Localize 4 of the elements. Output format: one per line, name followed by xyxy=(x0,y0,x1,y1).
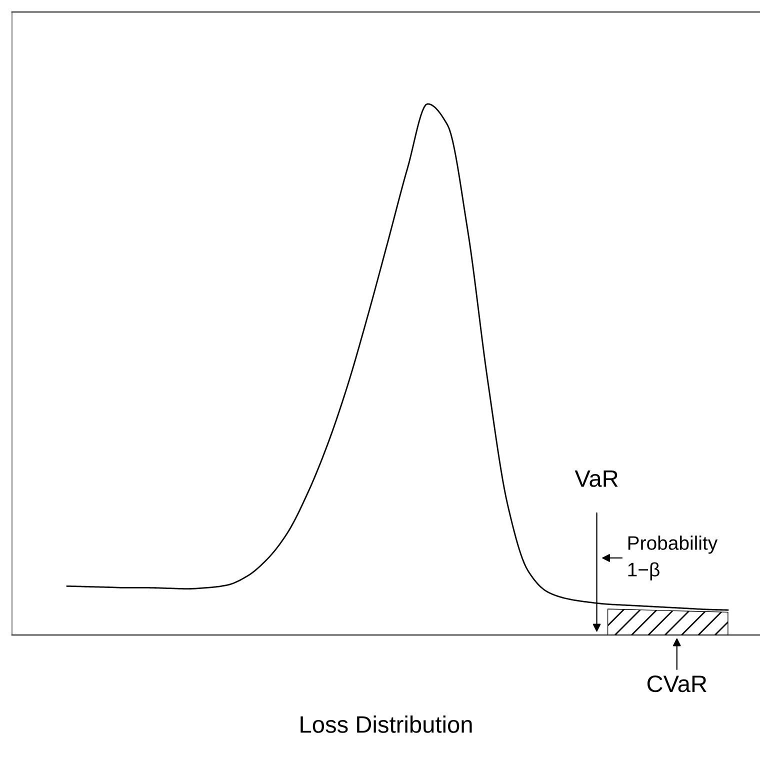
text: CVaR xyxy=(647,675,706,692)
annotation: Probability 1−β xyxy=(628,536,718,580)
x-axis-title: Loss Distribution xyxy=(300,716,472,733)
annotation: VaR xyxy=(574,470,618,487)
